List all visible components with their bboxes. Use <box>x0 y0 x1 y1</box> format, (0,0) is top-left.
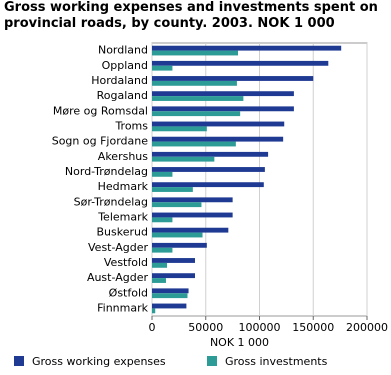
bar <box>152 182 264 188</box>
y-tick-label: Oppland <box>102 59 148 72</box>
y-tick-label: Østfold <box>109 286 148 299</box>
legend-swatch <box>14 356 24 366</box>
bar <box>152 106 294 112</box>
y-tick-label: Buskerud <box>97 226 148 239</box>
bar <box>152 65 173 71</box>
legend-label: Gross investments <box>225 355 328 368</box>
y-tick-label: Vestfold <box>104 256 148 269</box>
y-tick-label: Aust-Agder <box>87 271 149 284</box>
bar <box>152 308 156 314</box>
x-tick-label: 150000 <box>292 321 334 334</box>
bar <box>152 151 269 157</box>
bar <box>152 156 215 162</box>
bar <box>152 171 173 177</box>
x-axis-label: NOK 1 000 <box>210 336 269 349</box>
bar <box>152 273 195 279</box>
x-tick-label: 200000 <box>346 321 388 334</box>
x-tick-label: 0 <box>149 321 156 334</box>
legend-swatch <box>207 356 217 366</box>
y-tick-label: Møre og Romsdal <box>53 104 148 117</box>
y-tick-label: Hordaland <box>91 74 148 87</box>
bar <box>152 212 233 218</box>
y-tick-label: Nordland <box>98 44 148 57</box>
bar <box>152 262 168 268</box>
y-tick-label: Sogn og Fjordane <box>52 135 149 148</box>
bar <box>152 60 329 66</box>
chart-title: Gross working expenses and investments s… <box>4 0 378 31</box>
y-tick-label: Troms <box>114 119 148 132</box>
bar <box>152 50 238 56</box>
bar <box>152 80 237 86</box>
bar <box>152 202 202 208</box>
y-tick-label: Vest-Agder <box>88 241 148 254</box>
bar <box>152 136 284 142</box>
bar <box>152 227 229 233</box>
x-tick-label: 100000 <box>239 321 281 334</box>
bar <box>152 247 173 253</box>
y-tick-label: Telemark <box>97 210 148 223</box>
bar <box>152 258 195 263</box>
bar <box>152 96 244 101</box>
bar <box>152 76 314 81</box>
bar <box>152 232 203 238</box>
bar <box>152 278 166 283</box>
bar <box>152 242 207 248</box>
bar <box>152 167 265 172</box>
bar <box>152 121 285 127</box>
bar <box>152 126 207 132</box>
legend-label: Gross working expenses <box>32 355 166 368</box>
bar <box>152 288 189 294</box>
y-tick-label: Hedmark <box>98 180 149 193</box>
bar <box>152 45 342 51</box>
title-box: Gross working expenses and investments s… <box>4 0 378 31</box>
y-tick-label: Rogaland <box>97 89 148 102</box>
bar <box>152 293 188 299</box>
bar <box>152 303 187 309</box>
bar <box>152 111 241 117</box>
x-tick-label: 50000 <box>188 321 223 334</box>
y-tick-label: Nord-Trøndelag <box>65 165 148 178</box>
y-tick-label: Finnmark <box>97 301 149 314</box>
y-tick-label: Akershus <box>98 150 148 163</box>
y-tick-label: Sør-Trøndelag <box>74 195 148 208</box>
bar <box>152 197 233 203</box>
bar <box>152 91 294 97</box>
bar <box>152 187 193 192</box>
bar <box>152 141 236 147</box>
bar <box>152 217 173 223</box>
